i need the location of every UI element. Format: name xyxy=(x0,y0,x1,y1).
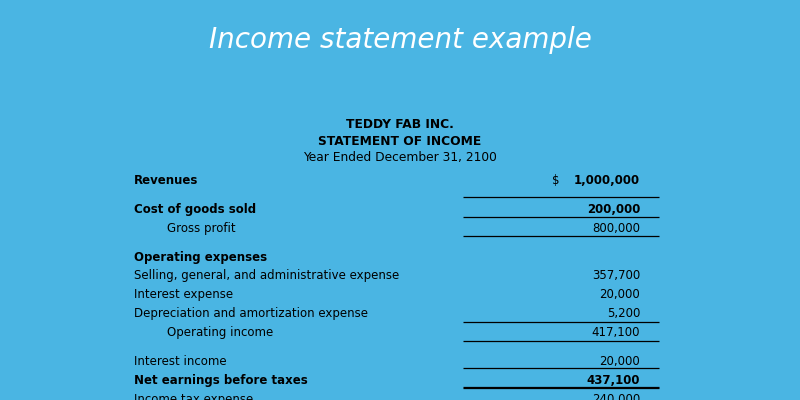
Text: Depreciation and amortization expense: Depreciation and amortization expense xyxy=(134,307,368,320)
Text: TEDDY FAB INC.: TEDDY FAB INC. xyxy=(346,118,454,132)
Text: Income tax expense: Income tax expense xyxy=(134,393,253,400)
Text: STATEMENT OF INCOME: STATEMENT OF INCOME xyxy=(318,135,482,148)
Text: 1,000,000: 1,000,000 xyxy=(574,174,640,187)
Text: Gross profit: Gross profit xyxy=(167,222,236,235)
Text: 800,000: 800,000 xyxy=(592,222,640,235)
Text: Cost of goods sold: Cost of goods sold xyxy=(134,203,256,216)
Text: Interest income: Interest income xyxy=(134,355,226,368)
Text: 357,700: 357,700 xyxy=(592,270,640,282)
Text: 200,000: 200,000 xyxy=(587,203,640,216)
Text: 5,200: 5,200 xyxy=(607,307,640,320)
Text: Selling, general, and administrative expense: Selling, general, and administrative exp… xyxy=(134,270,399,282)
Text: 437,100: 437,100 xyxy=(586,374,640,387)
Text: Operating expenses: Operating expenses xyxy=(134,250,267,264)
Text: Year Ended December 31, 2100: Year Ended December 31, 2100 xyxy=(303,152,497,164)
Text: Revenues: Revenues xyxy=(134,174,198,187)
Text: Operating income: Operating income xyxy=(167,326,274,339)
Text: 20,000: 20,000 xyxy=(599,288,640,301)
Text: Net earnings before taxes: Net earnings before taxes xyxy=(134,374,308,387)
Text: Interest expense: Interest expense xyxy=(134,288,233,301)
Text: 240,000: 240,000 xyxy=(592,393,640,400)
Text: 417,100: 417,100 xyxy=(592,326,640,339)
Text: $: $ xyxy=(551,174,559,187)
Text: 20,000: 20,000 xyxy=(599,355,640,368)
Text: Income statement example: Income statement example xyxy=(209,26,591,54)
